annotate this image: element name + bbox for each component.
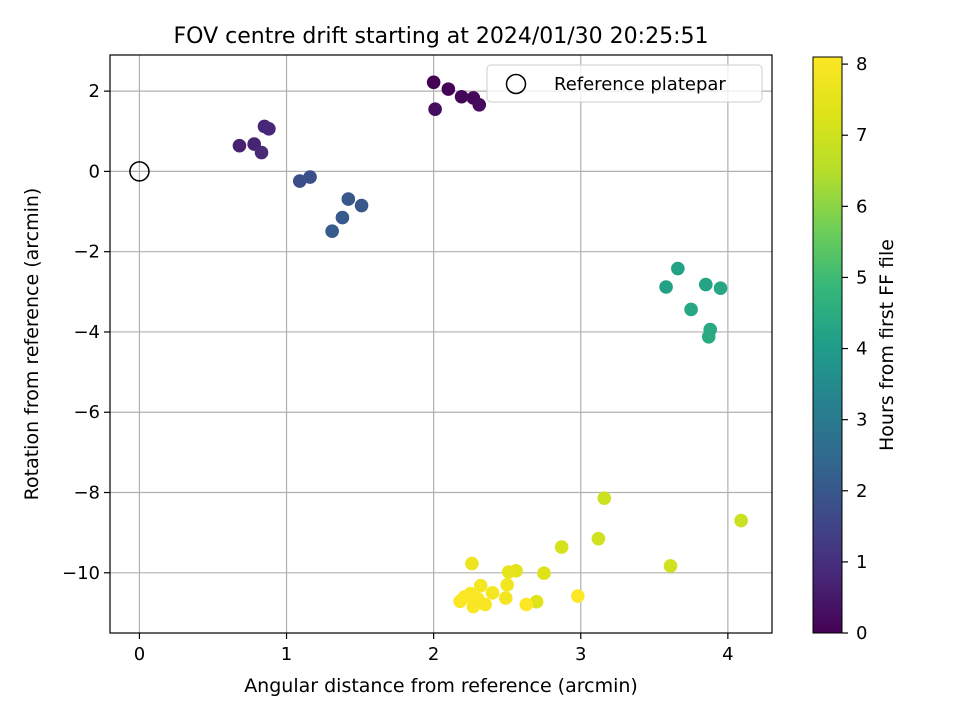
data-point — [441, 82, 456, 96]
y-axis-ticks: −10 −8 −6 −4 −2 0 2 — [62, 81, 110, 584]
x-tick-label: 1 — [281, 644, 292, 665]
colorbar-tick-label: 1 — [856, 552, 867, 573]
data-point — [232, 138, 247, 153]
data-point — [472, 97, 487, 112]
legend-marker-reference — [505, 73, 527, 95]
colorbar-tick-label: 5 — [856, 267, 867, 288]
data-point — [519, 597, 534, 612]
data-point — [591, 531, 606, 546]
y-tick-label: 2 — [89, 81, 100, 102]
data-point — [254, 145, 269, 160]
data-point — [303, 170, 317, 184]
data-point — [699, 277, 713, 292]
plot-area — [110, 55, 772, 633]
plot-frame — [109, 54, 773, 634]
colorbar-label: Hours from first FF file — [876, 239, 898, 451]
colorbar-tick-label: 8 — [856, 54, 867, 75]
data-point — [500, 578, 514, 592]
y-tick-label: −4 — [73, 322, 100, 343]
data-point — [671, 261, 685, 276]
scatter-points — [232, 75, 748, 614]
data-point — [485, 586, 500, 600]
data-point — [498, 591, 513, 605]
data-point — [341, 192, 356, 206]
legend: Reference platepar — [486, 64, 763, 103]
data-point — [734, 513, 748, 528]
colorbar-tick-label: 0 — [856, 623, 867, 644]
grid — [110, 55, 772, 633]
colorbar-tick-label: 4 — [856, 339, 867, 360]
data-point — [659, 280, 673, 294]
data-point — [428, 102, 442, 116]
y-tick-label: −10 — [62, 563, 100, 584]
legend-box — [486, 64, 763, 103]
reference-layer — [129, 161, 150, 182]
colorbar — [812, 56, 843, 634]
data-point — [501, 565, 516, 579]
x-tick-label: 4 — [722, 644, 733, 665]
data-point — [292, 174, 307, 188]
data-point — [426, 75, 441, 90]
data-point — [325, 224, 339, 239]
x-tick-label: 0 — [134, 644, 145, 665]
legend-label-reference: Reference platepar — [554, 74, 726, 95]
data-point — [354, 198, 369, 213]
colorbar-tick-label: 3 — [856, 410, 867, 431]
data-point — [262, 122, 276, 136]
y-tick-label: −8 — [73, 483, 100, 504]
x-axis-ticks: 0 1 2 3 4 — [134, 633, 734, 665]
data-point — [465, 556, 479, 571]
data-point — [597, 491, 612, 505]
y-axis-label: Rotation from reference (arcmin) — [21, 188, 43, 501]
data-point — [335, 210, 350, 225]
colorbar-tick-label: 7 — [856, 125, 867, 146]
data-point — [453, 594, 467, 609]
x-axis-label: Angular distance from reference (arcmin) — [244, 675, 638, 697]
chart-title: FOV centre drift starting at 2024/01/30 … — [174, 24, 709, 49]
data-point — [537, 566, 551, 580]
data-point — [663, 559, 678, 573]
data-point — [571, 589, 585, 603]
colorbar-tick-label: 2 — [856, 481, 867, 502]
data-point — [713, 281, 728, 296]
colorbar-tick-label: 6 — [856, 196, 867, 217]
data-point — [701, 329, 716, 344]
y-tick-label: 0 — [89, 161, 100, 182]
data-point — [554, 540, 569, 554]
x-tick-label: 2 — [428, 644, 439, 665]
x-tick-label: 3 — [575, 644, 586, 665]
reference-marker — [129, 161, 150, 182]
data-point — [473, 578, 488, 593]
y-tick-label: −2 — [73, 242, 100, 263]
colorbar-ticks: 0 1 2 3 4 5 6 7 8 — [842, 54, 867, 644]
data-point — [454, 89, 469, 104]
y-tick-label: −6 — [73, 402, 100, 423]
data-point — [529, 594, 544, 609]
data-point — [684, 302, 698, 317]
